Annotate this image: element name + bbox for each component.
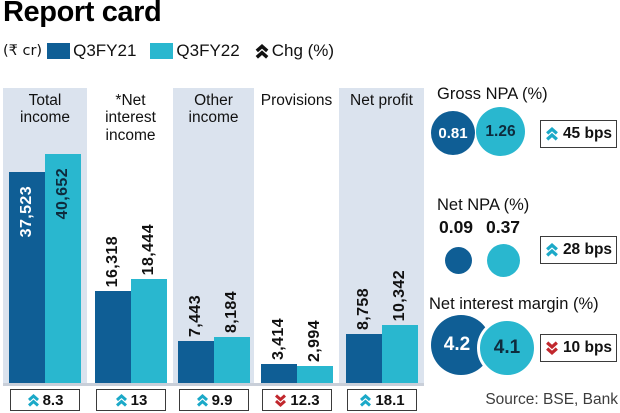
change-badge-net-interest-income: 13 xyxy=(96,389,166,411)
net-npa-q3fy22-circle xyxy=(487,244,520,277)
double-chevron-up-icon xyxy=(254,43,270,59)
bar-q3fy21: 7,443 xyxy=(177,295,214,383)
change-badge-total-income: 8.3 xyxy=(10,389,80,411)
legend: (₹ cr) Q3FY21 Q3FY22 Chg (%) xyxy=(3,41,348,61)
change-value: 9.9 xyxy=(211,391,233,409)
double-chevron-up-icon xyxy=(545,243,559,257)
bar-value-label: 8,758 xyxy=(354,287,372,330)
column-header: Provisions xyxy=(260,92,333,109)
nim-change-badge: 10 bps xyxy=(540,334,617,362)
nim-q3fy22-circle: 4.1 xyxy=(477,318,537,378)
bar-value-label: 18,444 xyxy=(139,223,157,275)
chart-baseline xyxy=(3,383,424,386)
change-value: 45 bps xyxy=(562,125,613,142)
net-npa-q3fy21-circle xyxy=(445,247,472,274)
net-npa-change-badge: 28 bps xyxy=(540,236,617,264)
bar-q3fy21: 16,318 xyxy=(94,236,131,383)
bar-group: 16,318 18,444 xyxy=(94,224,167,383)
legend-chg-label: Chg (%) xyxy=(271,41,335,60)
change-badge-provisions: 12.3 xyxy=(262,389,332,411)
bar-q3fy21: 37,523 xyxy=(9,172,45,383)
section-title-gross-npa: Gross NPA (%) xyxy=(437,85,548,103)
section-title-net-npa: Net NPA (%) xyxy=(437,196,530,214)
double-chevron-up-icon xyxy=(196,393,209,407)
bar-q3fy22: 8,184 xyxy=(213,291,250,383)
gross-npa-q3fy21-circle: 0.81 xyxy=(431,111,475,155)
change-value: 10 bps xyxy=(562,339,613,356)
bar-group: 3,414 2,994 xyxy=(260,318,333,383)
q3fy21-swatch xyxy=(47,43,71,59)
bar-q3fy22: 2,994 xyxy=(296,320,333,383)
chart-column-total-income: Total income 37,523 40,652 xyxy=(3,88,87,383)
change-value: 12.3 xyxy=(290,391,320,409)
chart-column-net-interest-income: *Net interest income 16,318 18,444 xyxy=(90,88,171,383)
column-header: Total income xyxy=(20,92,70,127)
net-npa-q3fy21-value: 0.09 xyxy=(438,217,474,237)
chart-column-net-profit: Net profit 8,758 10,342 xyxy=(339,88,424,383)
double-chevron-up-icon xyxy=(359,393,372,407)
bar-value-label: 37,523 xyxy=(18,186,35,238)
gross-npa-q3fy22-circle: 1.26 xyxy=(476,107,525,156)
bar-q3fy22: 18,444 xyxy=(130,224,167,383)
double-chevron-down-icon xyxy=(545,341,559,355)
legend-label-q3fy21: Q3FY21 xyxy=(73,41,137,60)
bar-value-label: 2,994 xyxy=(305,319,323,362)
bar-q3fy22: 40,652 xyxy=(45,154,81,383)
bar-group: 37,523 40,652 xyxy=(9,154,81,383)
chart-column-provisions: Provisions 3,414 2,994 xyxy=(256,88,337,383)
double-chevron-up-icon xyxy=(27,393,40,407)
column-header: Other income xyxy=(188,92,239,127)
bar-value-label: 3,414 xyxy=(269,317,287,360)
bar-value-label: 10,342 xyxy=(390,269,408,321)
legend-unit: (₹ cr) xyxy=(3,43,43,59)
bar-value-label: 40,652 xyxy=(54,168,71,220)
change-value: 18.1 xyxy=(375,391,405,409)
bar-q3fy21: 3,414 xyxy=(260,318,297,383)
change-value: 13 xyxy=(130,391,148,409)
gross-npa-change-badge: 45 bps xyxy=(540,120,617,148)
change-badge-other-income: 9.9 xyxy=(179,389,249,411)
change-badge-net-profit: 18.1 xyxy=(347,389,417,411)
double-chevron-down-icon xyxy=(274,393,287,407)
bar-value-label: 7,443 xyxy=(186,294,204,337)
bar-value-label: 16,318 xyxy=(103,235,121,287)
bar-group: 8,758 10,342 xyxy=(345,270,418,383)
bar-value-label: 8,184 xyxy=(222,290,240,333)
section-title-net-interest-margin: Net interest margin (%) xyxy=(429,295,599,313)
change-value: 8.3 xyxy=(42,391,64,409)
source-attribution: Source: BSE, Bank xyxy=(485,391,618,408)
double-chevron-up-icon xyxy=(545,127,559,141)
page-title: Report card xyxy=(3,0,162,28)
column-header: *Net interest income xyxy=(105,92,156,144)
double-chevron-up-icon xyxy=(115,393,128,407)
bar-group: 7,443 8,184 xyxy=(177,291,250,383)
bar-q3fy21: 8,758 xyxy=(345,288,382,383)
chart-column-other-income: Other income 7,443 8,184 xyxy=(173,88,254,383)
column-header: Net profit xyxy=(350,92,413,109)
change-value: 28 bps xyxy=(562,241,613,258)
bar-q3fy22: 10,342 xyxy=(381,270,418,383)
legend-label-q3fy22: Q3FY22 xyxy=(176,41,240,60)
q3fy22-swatch xyxy=(150,43,174,59)
net-npa-q3fy22-value: 0.37 xyxy=(485,217,521,237)
